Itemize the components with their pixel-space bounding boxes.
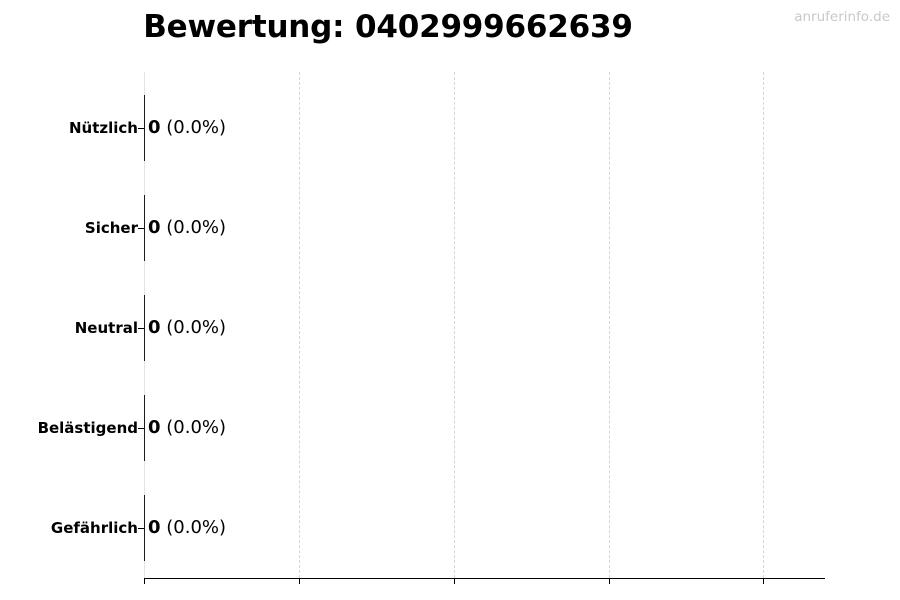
value-pct-gefaehrlich: (0.0%) [166,517,227,538]
value-count-sicher: 0 [148,217,161,238]
x-tick-3 [609,578,610,584]
value-count-belaestigend: 0 [148,417,161,438]
bar-gefaehrlich [144,495,145,561]
chart-title: Bewertung: 0402999662639 [143,9,633,45]
value-count-nuetzlich: 0 [148,117,161,138]
value-annotation-neutral: 0 (0.0%) [148,319,226,337]
value-pct-belaestigend: (0.0%) [166,417,227,438]
y-tick-sicher [138,228,144,229]
value-pct-neutral: (0.0%) [166,317,227,338]
y-label-sicher: Sicher [84,219,138,237]
site-watermark: anruferinfo.de [794,9,890,25]
bar-belaestigend [144,395,145,461]
value-annotation-belaestigend: 0 (0.0%) [148,419,226,437]
value-annotation-sicher: 0 (0.0%) [148,219,226,237]
value-pct-sicher: (0.0%) [166,217,227,238]
value-annotation-nuetzlich: 0 (0.0%) [148,119,226,137]
y-tick-nuetzlich [138,128,144,129]
value-pct-nuetzlich: (0.0%) [166,117,227,138]
bar-nuetzlich [144,95,145,161]
x-tick-4 [763,578,764,584]
y-tick-gefaehrlich [138,528,144,529]
x-tick-0 [144,578,145,584]
bar-neutral [144,295,145,361]
gridline-3 [609,72,610,578]
gridline-1 [299,72,300,578]
y-label-neutral: Neutral [74,319,138,337]
value-annotation-gefaehrlich: 0 (0.0%) [148,519,226,537]
y-label-gefaehrlich: Gefährlich [50,519,138,537]
gridline-4 [763,72,764,578]
value-count-neutral: 0 [148,317,161,338]
plot-area [144,72,824,578]
value-count-gefaehrlich: 0 [148,517,161,538]
x-tick-1 [299,578,300,584]
bar-sicher [144,195,145,261]
x-axis-spine [144,578,825,579]
y-tick-neutral [138,328,144,329]
y-label-nuetzlich: Nützlich [69,119,138,137]
x-tick-2 [454,578,455,584]
y-label-belaestigend: Belästigend [37,419,138,437]
gridline-2 [454,72,455,578]
y-tick-belaestigend [138,428,144,429]
